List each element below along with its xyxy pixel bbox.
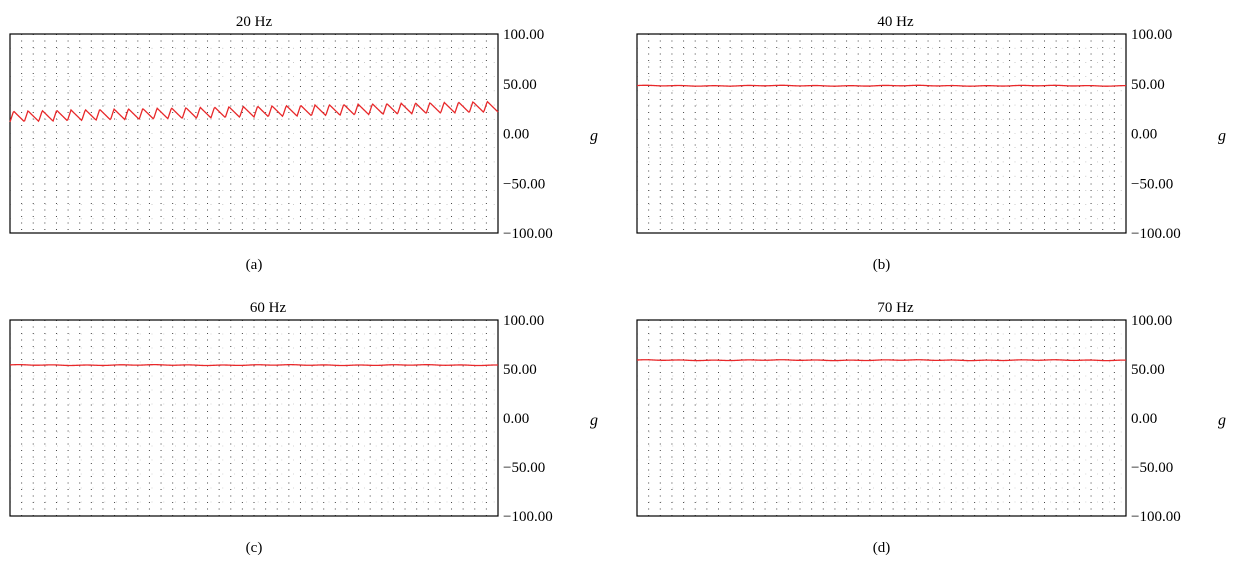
- panel-caption: (c): [246, 540, 263, 556]
- y-tick-label: 0.00: [503, 411, 529, 427]
- plot-frame: [9, 33, 499, 234]
- y-tick-label: −100.00: [503, 226, 553, 242]
- y-tick-label: −100.00: [1131, 226, 1181, 242]
- chart-panel-d: 70 Hz 100.00 50.00 0.00 −50.00 −100.00 g (d): [636, 300, 1226, 556]
- panel-caption: (b): [873, 257, 891, 273]
- y-tick-label: −100.00: [503, 509, 553, 525]
- plot-frame: [9, 319, 499, 517]
- y-tick-label: 0.00: [1131, 127, 1157, 143]
- y-tick-label: 50.00: [1131, 77, 1165, 93]
- grid-dots: [637, 34, 1126, 233]
- panel-caption: (d): [873, 540, 891, 556]
- y-tick-label: 0.00: [503, 127, 529, 143]
- plot-frame: [636, 33, 1127, 234]
- chart-panel-b: 40 Hz 100.00 50.00 0.00 −50.00 −100.00 g (b): [636, 14, 1226, 273]
- y-tick-label: 50.00: [503, 362, 537, 378]
- data-trace: [636, 359, 1127, 362]
- y-tick-label: −50.00: [1131, 176, 1173, 192]
- panel-title: 40 Hz: [877, 14, 914, 30]
- unit-label: g: [590, 412, 598, 429]
- panel-title: 60 Hz: [250, 300, 287, 316]
- y-tick-label: 100.00: [503, 313, 544, 329]
- panel-title: 20 Hz: [236, 14, 273, 30]
- plot-frame: [636, 319, 1127, 517]
- panel-title: 70 Hz: [877, 300, 914, 316]
- data-trace: [9, 100, 499, 123]
- grid-dots: [637, 320, 1126, 516]
- grid-dots: [10, 34, 498, 233]
- data-trace: [9, 363, 499, 367]
- unit-label: g: [1218, 128, 1226, 145]
- y-tick-label: 50.00: [503, 77, 537, 93]
- y-tick-label: −50.00: [503, 460, 545, 476]
- chart-panel-c: 60 Hz 100.00 50.00 0.00 −50.00 −100.00 g (c): [9, 300, 598, 556]
- y-tick-label: 100.00: [1131, 313, 1172, 329]
- y-tick-label: 100.00: [503, 27, 544, 43]
- y-tick-label: −50.00: [1131, 460, 1173, 476]
- panel-caption: (a): [246, 257, 263, 273]
- y-tick-label: −100.00: [1131, 509, 1181, 525]
- grid-dots: [10, 320, 498, 516]
- unit-label: g: [590, 128, 598, 145]
- y-tick-label: −50.00: [503, 176, 545, 192]
- y-tick-label: 50.00: [1131, 362, 1165, 378]
- y-tick-label: 0.00: [1131, 411, 1157, 427]
- data-trace: [636, 84, 1126, 87]
- y-tick-label: 100.00: [1131, 27, 1172, 43]
- unit-label: g: [1218, 412, 1226, 429]
- chart-panel-a: 20 Hz 100.00 50.00 0.00 −50.00 −100.00 g (a): [9, 14, 598, 273]
